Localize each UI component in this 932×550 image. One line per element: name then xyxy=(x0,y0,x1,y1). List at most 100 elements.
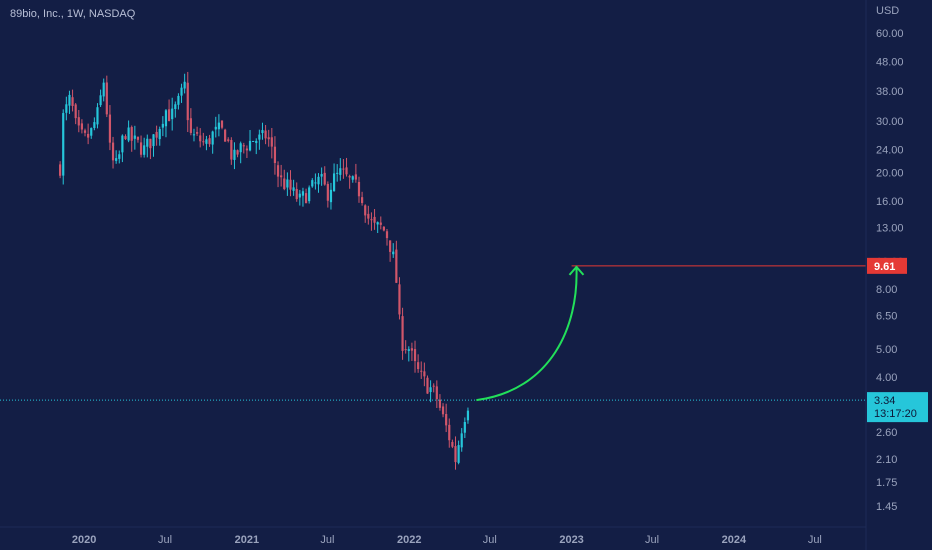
candle-body xyxy=(289,179,292,190)
price-tick-label: 48.00 xyxy=(876,57,904,69)
candle-body xyxy=(426,377,429,394)
candle-body xyxy=(180,87,183,96)
candle-body xyxy=(245,148,249,151)
candle-body xyxy=(376,222,379,225)
candle-body xyxy=(317,176,320,185)
candle-body xyxy=(99,95,102,106)
projection-arrow xyxy=(476,267,578,402)
price-tick-label: 38.00 xyxy=(876,86,904,98)
candle-body xyxy=(301,191,305,196)
candle-body xyxy=(273,146,277,164)
candle-body xyxy=(217,122,220,130)
target-price-tag: 9.61 xyxy=(867,257,907,274)
candle-body xyxy=(385,231,389,239)
candle-body xyxy=(90,128,93,136)
candle-body xyxy=(351,176,354,180)
price-axis[interactable]: 60.00 48.00 38.00 30.00 24.00 20.00 16.00 13.00… xyxy=(876,28,904,513)
candle-body xyxy=(71,97,74,106)
candle-body xyxy=(420,370,423,372)
price-tick-label: 5.00 xyxy=(876,344,897,356)
candle-body xyxy=(62,113,65,176)
time-tick-label: Jul xyxy=(320,534,334,546)
bar-countdown-label: 13:17:20 xyxy=(874,408,917,420)
time-tick-label: Jul xyxy=(483,534,497,546)
candle-body xyxy=(364,205,367,216)
candle-body xyxy=(348,176,351,178)
candle-body xyxy=(264,130,267,139)
candle-body xyxy=(304,193,308,204)
candle-body xyxy=(208,138,211,145)
candle-body xyxy=(65,104,68,113)
candle-body xyxy=(258,134,261,140)
candle-body xyxy=(195,132,199,134)
candle-body xyxy=(124,136,127,140)
candle-body xyxy=(345,167,348,175)
candle-body xyxy=(189,118,192,133)
candle-body xyxy=(395,249,398,283)
candle-body xyxy=(96,107,99,125)
chart-title: 89bio, Inc., 1W, NASDAQ xyxy=(10,8,136,20)
time-tick-label: Jul xyxy=(158,534,172,546)
candle-body xyxy=(398,284,401,315)
price-tick-label: 6.50 xyxy=(876,311,897,323)
candle-body xyxy=(248,140,252,151)
candle-body xyxy=(463,422,466,433)
candle-body xyxy=(267,137,270,140)
currency-label: USD xyxy=(876,5,899,17)
candle-body xyxy=(233,149,236,160)
price-tick-label: 2.10 xyxy=(876,454,897,466)
candle-body xyxy=(183,81,186,89)
candle-body xyxy=(108,114,112,143)
candle-body xyxy=(320,174,323,177)
candle-body xyxy=(158,128,161,140)
price-tick-label: 30.00 xyxy=(876,116,904,128)
price-tick-label: 1.75 xyxy=(876,477,897,489)
price-tick-label: 8.00 xyxy=(876,284,897,296)
candle-body xyxy=(83,130,87,133)
candle-body xyxy=(171,108,174,120)
candle-body xyxy=(466,410,470,421)
candle-body xyxy=(438,399,442,408)
candle-body xyxy=(379,222,382,225)
candle-body xyxy=(152,134,155,147)
candle-body xyxy=(373,216,376,223)
candle-body xyxy=(115,158,118,161)
time-tick-label: Jul xyxy=(645,534,659,546)
time-axis[interactable]: 2020 Jul 2021 Jul 2022 Jul 2023 Jul 2024 Jul xyxy=(72,534,822,546)
candle-body xyxy=(342,168,345,170)
candle-body xyxy=(118,154,121,159)
price-tick-label: 16.00 xyxy=(876,196,904,208)
candle-body xyxy=(133,135,136,139)
price-tick-label: 1.45 xyxy=(876,501,897,513)
candle-body xyxy=(329,189,333,203)
candle-body xyxy=(367,213,370,219)
price-tick-label: 24.00 xyxy=(876,145,904,157)
candle-body xyxy=(93,122,96,129)
candle-body xyxy=(382,226,385,231)
candle-body xyxy=(224,129,227,142)
price-tick-label: 4.00 xyxy=(876,372,897,384)
candle-body xyxy=(308,187,311,202)
candle-body xyxy=(80,123,84,130)
candle-body xyxy=(295,188,298,200)
candle-body xyxy=(429,387,432,393)
candle-body xyxy=(370,219,373,221)
candle-body xyxy=(413,349,417,362)
target-price-tag-bg xyxy=(867,257,907,274)
candle-body xyxy=(404,349,407,351)
current-price-tag: 3.34 13:17:20 xyxy=(867,392,928,423)
candle-body xyxy=(255,140,258,144)
candle-body xyxy=(280,175,283,178)
candle-body xyxy=(314,182,317,184)
price-tick-label: 60.00 xyxy=(876,28,904,40)
time-tick-label: 2022 xyxy=(397,534,421,546)
candle-body xyxy=(283,178,286,190)
candle-body xyxy=(102,82,105,97)
candle-body xyxy=(360,197,364,204)
candle-body xyxy=(136,136,140,140)
candle-body xyxy=(192,134,196,136)
candle-body xyxy=(239,143,242,153)
candle-body xyxy=(432,385,435,387)
candle-body xyxy=(445,414,448,426)
